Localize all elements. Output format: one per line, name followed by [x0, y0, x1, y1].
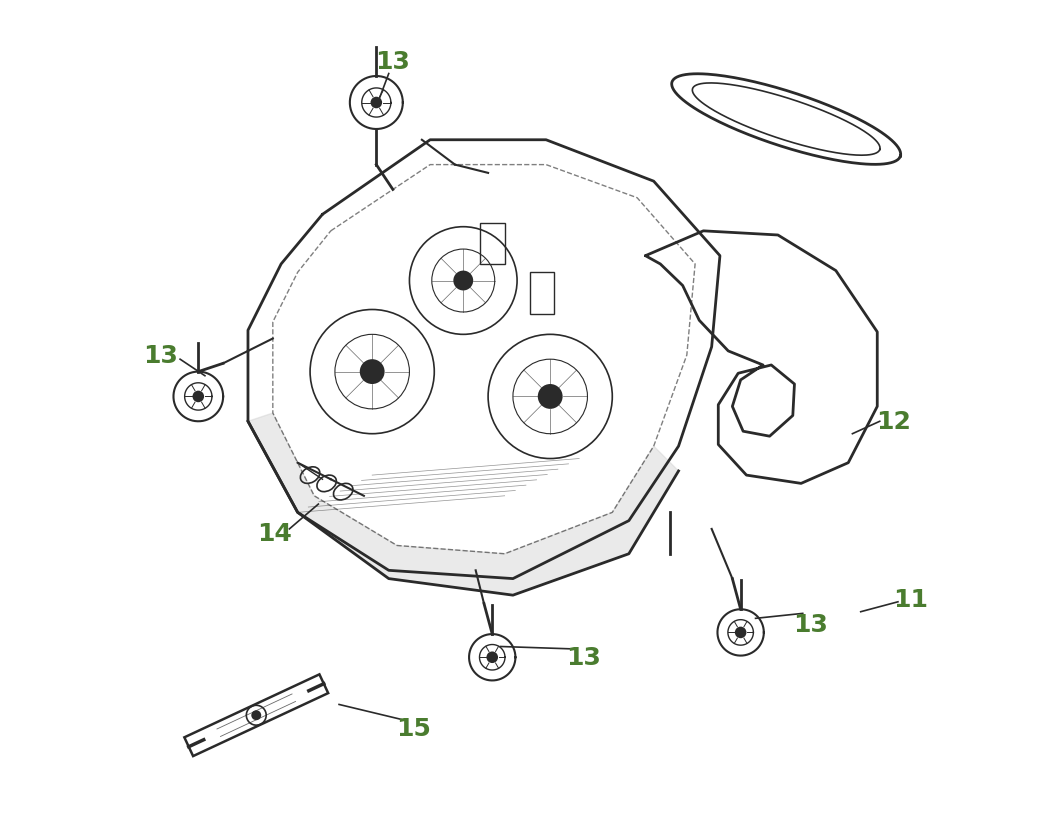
Text: 13: 13 [793, 613, 828, 636]
Text: 13: 13 [376, 50, 410, 74]
Circle shape [453, 271, 473, 291]
Text: 13: 13 [566, 646, 600, 669]
Text: 11: 11 [893, 588, 928, 611]
Text: 13: 13 [144, 344, 179, 367]
Circle shape [735, 627, 747, 638]
Circle shape [371, 98, 382, 109]
Circle shape [486, 652, 498, 663]
Polygon shape [248, 414, 679, 595]
Circle shape [251, 710, 262, 720]
Text: 15: 15 [396, 716, 431, 739]
Circle shape [360, 360, 384, 385]
Circle shape [538, 385, 562, 409]
Text: 12: 12 [877, 410, 911, 433]
Circle shape [193, 391, 204, 403]
Text: 14: 14 [257, 522, 292, 545]
